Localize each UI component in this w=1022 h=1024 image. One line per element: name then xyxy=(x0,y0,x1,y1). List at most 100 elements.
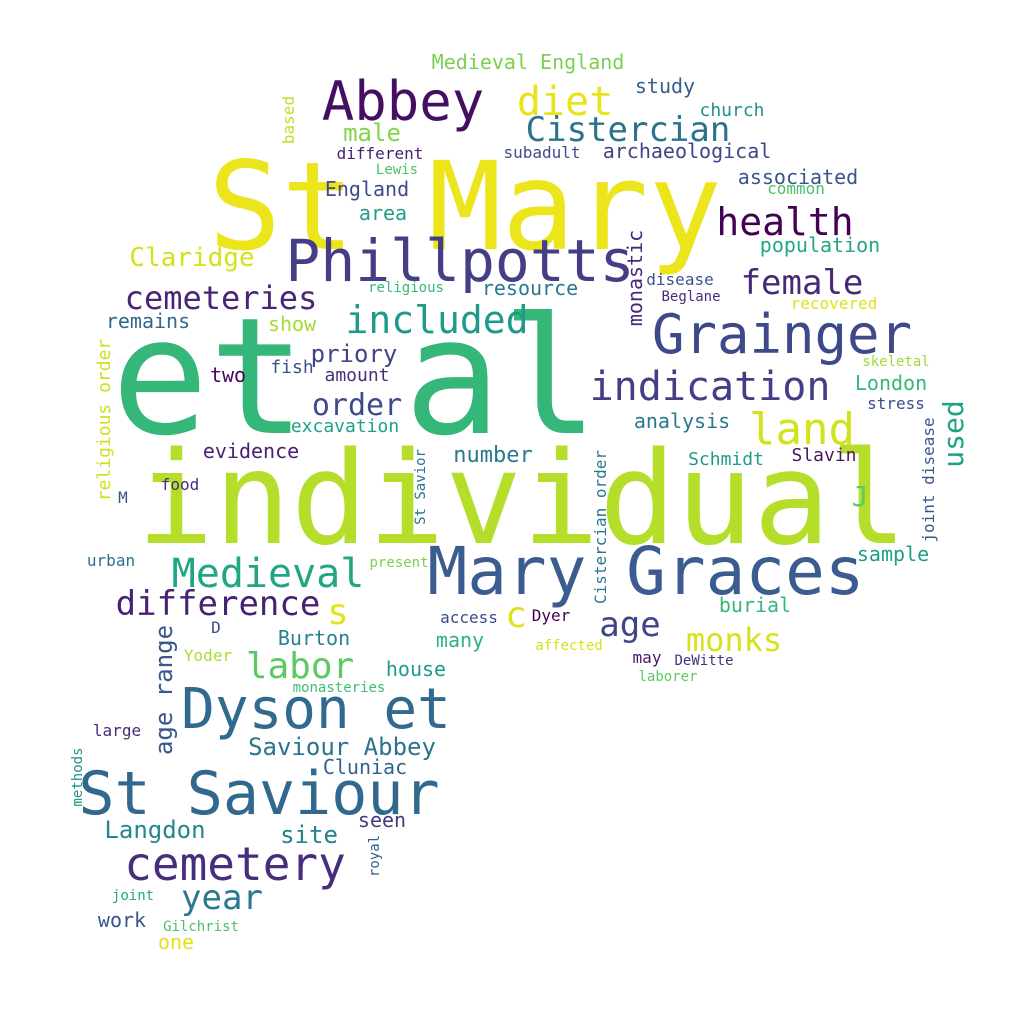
word: many xyxy=(435,628,485,652)
word: DeWitte xyxy=(674,653,734,669)
word: amount xyxy=(324,365,390,386)
word: evidence xyxy=(202,439,300,463)
word: Lewis xyxy=(375,162,419,178)
word: joint disease xyxy=(919,417,938,543)
word: Yoder xyxy=(183,646,233,665)
word: age xyxy=(599,605,661,645)
word: remains xyxy=(105,309,191,333)
word: royal xyxy=(367,834,383,878)
word: individual xyxy=(136,425,908,574)
word: methods xyxy=(70,747,86,807)
word: used xyxy=(937,400,970,468)
word: joint xyxy=(111,888,155,904)
word: Dyer xyxy=(531,606,571,625)
word: show xyxy=(267,312,317,336)
word: Medieval xyxy=(171,551,365,597)
word: stress xyxy=(867,394,925,413)
word: seen xyxy=(357,808,407,832)
word: Gilchrist xyxy=(163,919,239,935)
word: J xyxy=(851,480,869,513)
word: Medieval England xyxy=(431,50,625,74)
word: recovered xyxy=(790,294,878,313)
word: number xyxy=(453,443,533,468)
word: archaeological xyxy=(602,139,772,163)
word: s xyxy=(327,592,349,633)
word: excavation xyxy=(290,416,400,437)
word: present xyxy=(369,555,429,571)
word: St Savior xyxy=(413,449,429,525)
word: fish xyxy=(270,357,314,378)
word: et al xyxy=(111,284,599,472)
word: difference xyxy=(115,584,321,624)
word: common xyxy=(767,179,825,198)
word: access xyxy=(440,608,498,627)
word: population xyxy=(759,233,881,257)
word: Slavin xyxy=(791,445,857,466)
word: Cluniac xyxy=(322,755,408,779)
word: affected xyxy=(535,638,603,654)
word: Grainger xyxy=(651,303,913,366)
word: disease xyxy=(646,270,714,289)
word: area xyxy=(358,201,408,225)
word: Mary Graces xyxy=(427,533,865,610)
word: c xyxy=(505,595,527,636)
word: male xyxy=(343,119,401,147)
word: study xyxy=(634,74,696,98)
word: St Saviour xyxy=(78,759,440,829)
word: based xyxy=(279,95,298,145)
word: Phillpotts xyxy=(285,227,635,295)
word: St Mary xyxy=(207,136,723,278)
word: different xyxy=(336,144,424,163)
word: Langdon xyxy=(104,816,206,844)
word: house xyxy=(385,657,447,681)
word: London xyxy=(854,371,928,395)
word: female xyxy=(740,263,864,303)
word: D xyxy=(211,618,221,637)
word: health xyxy=(716,200,854,244)
word: urban xyxy=(86,551,136,570)
word: year xyxy=(181,878,263,918)
word: religious xyxy=(368,280,444,296)
word: Cistercian xyxy=(525,110,731,150)
word: England xyxy=(324,177,410,201)
word: order xyxy=(311,388,403,423)
word: diet xyxy=(516,79,614,125)
word: work xyxy=(97,908,147,932)
word: Schmidt xyxy=(688,449,764,470)
word: associated xyxy=(737,165,859,189)
word: religious order xyxy=(94,338,115,502)
word: labor xyxy=(245,646,355,687)
word: included xyxy=(345,298,529,342)
word: age range xyxy=(150,624,178,756)
word: laborer xyxy=(638,669,698,685)
word: Abbey xyxy=(321,70,485,133)
word: Dyson et xyxy=(181,677,451,742)
word: Cistercian order xyxy=(591,449,610,605)
word: priory xyxy=(310,340,398,368)
word: sample xyxy=(856,542,930,566)
word: large xyxy=(92,721,142,740)
word: two xyxy=(209,363,247,387)
word: may xyxy=(632,648,662,667)
word: church xyxy=(699,100,765,121)
word: land xyxy=(749,404,855,455)
word: food xyxy=(160,475,200,494)
word: M xyxy=(118,488,128,507)
word: Beglane xyxy=(661,289,721,305)
word: site xyxy=(280,821,338,849)
word: Saviour Abbey xyxy=(248,733,436,761)
word: skeletal xyxy=(862,354,930,370)
word: burial xyxy=(718,593,792,617)
word: cemeteries xyxy=(124,279,318,317)
word: Burton xyxy=(277,626,351,650)
word: monastic xyxy=(623,229,647,327)
word: monasteries xyxy=(292,680,386,696)
word: resource xyxy=(481,276,579,300)
word: one xyxy=(157,930,195,954)
word: indication xyxy=(589,364,831,410)
word: cemetery xyxy=(124,837,346,891)
word: Claridge xyxy=(129,243,255,273)
word: monks xyxy=(685,621,783,659)
word: subadult xyxy=(503,143,581,162)
